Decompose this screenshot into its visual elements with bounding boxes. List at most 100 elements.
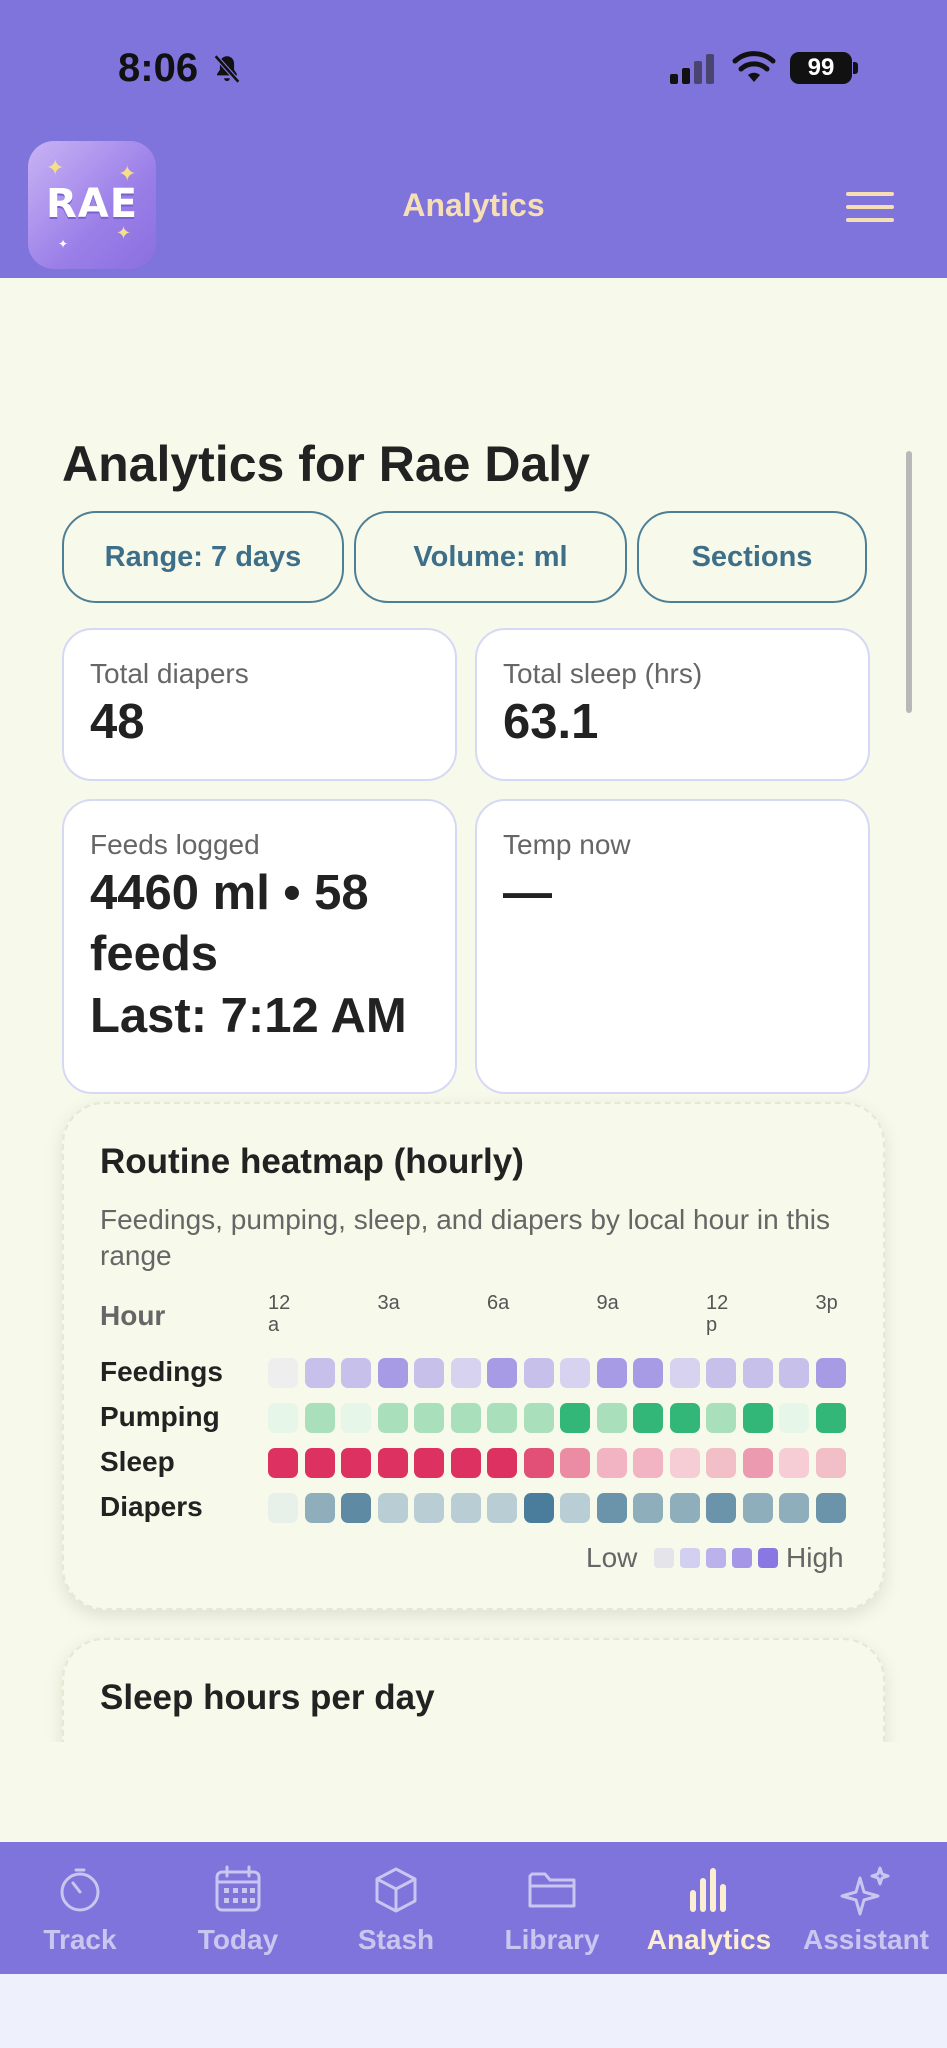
stat-label: Total diapers: [90, 658, 249, 689]
hamburger-menu-icon[interactable]: [846, 192, 894, 222]
nav-analytics[interactable]: Analytics: [630, 1842, 788, 1974]
app-logo[interactable]: ✦ ✦ ✦ ✦ RAE: [28, 141, 156, 269]
heatmap-cell: [669, 1448, 700, 1478]
heatmap-cell: [742, 1403, 773, 1433]
heatmap-cell: [341, 1403, 371, 1433]
heatmap-cell: [268, 1358, 298, 1388]
header-title: Analytics: [402, 187, 545, 223]
legend-high-label: High: [786, 1542, 844, 1573]
heatmap-cell: [377, 1448, 408, 1478]
stat-label: Feeds logged: [90, 829, 260, 860]
heatmap-cell: [815, 1493, 846, 1523]
nav-today[interactable]: Today: [159, 1842, 317, 1974]
heatmap-cell: [596, 1493, 627, 1523]
hour-tick: 3p: [815, 1292, 838, 1314]
heatmap-cell: [523, 1448, 554, 1478]
heatmap-cell: [560, 1358, 590, 1388]
heatmap-cell: [304, 1493, 335, 1523]
nav-label: Analytics: [646, 1924, 772, 1955]
battery-level: 99: [790, 52, 852, 84]
stat-label: Temp now: [503, 829, 631, 860]
heatmap-cell: [377, 1358, 408, 1388]
heatmap-cell: [742, 1448, 773, 1478]
heatmap-cell: [487, 1358, 517, 1388]
sparkles-icon: [840, 1866, 890, 1916]
heatmap-cell: [560, 1448, 590, 1478]
stat-value: 63.1: [503, 695, 599, 749]
heatmap-title: Routine heatmap (hourly): [100, 1142, 524, 1181]
wifi-icon: [732, 51, 776, 82]
stat-value: 48: [90, 695, 145, 749]
heatmap-cell: [341, 1493, 371, 1523]
heatmap-cell: [304, 1358, 335, 1388]
signal-icon: [670, 54, 714, 84]
heatmap-cell: [779, 1358, 809, 1388]
page-title: Analytics for Rae Daly: [62, 436, 590, 492]
top-bar: 8:06 99 ✦ ✦ ✦ ✦ RAE Analytics: [0, 0, 947, 278]
nav-label: Today: [197, 1924, 279, 1955]
battery-indicator: 99: [790, 52, 858, 84]
stat-value: —: [503, 866, 552, 920]
nav-label: Library: [504, 1924, 600, 1955]
heatmap-cell: [414, 1403, 444, 1433]
legend-swatch: [758, 1548, 778, 1568]
heatmap-cell: [815, 1448, 846, 1478]
heatmap-cell: [268, 1493, 298, 1523]
heatmap-cell: [304, 1448, 335, 1478]
stat-total-diapers: Total diapers 48: [62, 628, 457, 781]
legend-swatch: [654, 1548, 674, 1568]
legend-swatch: [732, 1548, 752, 1568]
nav-label: Track: [43, 1924, 117, 1955]
main-content: Analytics for Rae Daly Range: 7 days Vol…: [0, 278, 947, 1842]
stat-value-line-3: Last: 7:12 AM: [90, 988, 407, 1043]
hour-tick: 12 p: [706, 1292, 729, 1336]
logo-text: RAE: [45, 181, 139, 227]
hour-tick: 3a: [377, 1292, 400, 1314]
bar-chart-icon: [690, 1868, 726, 1912]
heatmap-cell: [341, 1448, 371, 1478]
volume-unit-button[interactable]: Volume: ml: [354, 511, 627, 603]
heatmap-cell: [560, 1493, 590, 1523]
stopwatch-icon: [60, 1868, 100, 1912]
nav-track[interactable]: Track: [1, 1842, 159, 1974]
heatmap-cell: [633, 1403, 663, 1433]
heatmap-cell: [669, 1403, 700, 1433]
stat-temp-now: Temp now —: [475, 799, 870, 1094]
heatmap-cell: [596, 1358, 627, 1388]
heatmap-cell: [268, 1403, 298, 1433]
heatmap-row-label: Diapers: [100, 1491, 203, 1522]
heatmap-cell: [268, 1448, 298, 1478]
bell-muted-icon: [213, 54, 241, 84]
heatmap-cell: [450, 1403, 481, 1433]
heatmap-cell: [523, 1403, 554, 1433]
sleep-card-title: Sleep hours per day: [100, 1678, 435, 1717]
nav-library[interactable]: Library: [473, 1842, 631, 1974]
heatmap-cell: [815, 1358, 846, 1388]
range-filter-button[interactable]: Range: 7 days: [62, 511, 344, 603]
heatmap-cell: [815, 1403, 846, 1433]
nav-assistant[interactable]: Assistant: [787, 1842, 945, 1974]
nav-stash[interactable]: Stash: [317, 1842, 475, 1974]
heatmap-cell: [377, 1403, 408, 1433]
heatmap-cell: [450, 1493, 481, 1523]
heatmap-cell: [414, 1358, 444, 1388]
nav-label: Stash: [357, 1924, 435, 1955]
heatmap-row-label: Feedings: [100, 1356, 223, 1387]
heatmap-cell: [669, 1358, 700, 1388]
heatmap-cell: [487, 1403, 517, 1433]
heatmap-cell: [779, 1493, 809, 1523]
legend-low-label: Low: [586, 1542, 638, 1573]
calendar-icon: [215, 1865, 261, 1912]
nav-label: Assistant: [802, 1924, 930, 1955]
heatmap-cell: [341, 1358, 371, 1388]
folder-icon: [528, 1872, 576, 1908]
heatmap-cell: [304, 1403, 335, 1433]
heatmap-cell: [706, 1448, 736, 1478]
legend-swatch: [706, 1548, 726, 1568]
heatmap-cell: [560, 1403, 590, 1433]
heatmap-row-label: Sleep: [100, 1446, 175, 1477]
scrollbar[interactable]: [906, 451, 912, 713]
sections-button[interactable]: Sections: [637, 511, 867, 603]
heatmap-cell: [706, 1358, 736, 1388]
heatmap-cell: [742, 1493, 773, 1523]
